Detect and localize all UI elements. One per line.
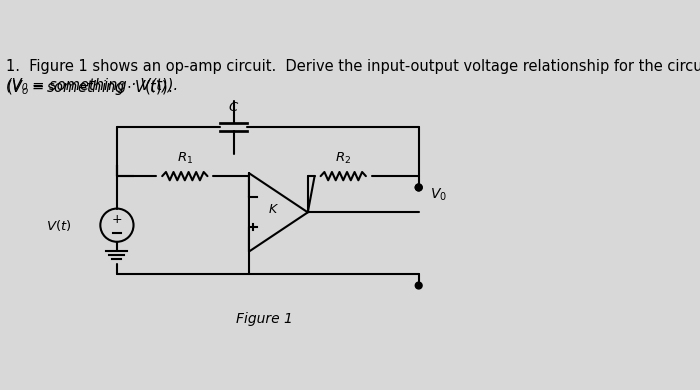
Circle shape	[415, 184, 422, 191]
Text: $R_2$: $R_2$	[335, 151, 351, 166]
Text: $R_1$: $R_1$	[176, 151, 193, 166]
Text: $V_0$: $V_0$	[430, 187, 447, 203]
Text: K: K	[268, 203, 277, 216]
Text: $(V_o = \mathit{something} \cdot V(t)).$: $(V_o = \mathit{something} \cdot V(t)).$	[6, 78, 172, 97]
Text: $C$: $C$	[228, 101, 239, 113]
Circle shape	[415, 282, 422, 289]
Text: 1.  Figure 1 shows an op-amp circuit.  Derive the input-output voltage relations: 1. Figure 1 shows an op-amp circuit. Der…	[6, 59, 700, 74]
Circle shape	[415, 184, 422, 191]
Text: $V(t)$: $V(t)$	[46, 218, 71, 233]
Text: Figure 1: Figure 1	[236, 312, 293, 326]
Text: (V₀ = something · V(t)).: (V₀ = something · V(t)).	[6, 78, 178, 93]
Text: +: +	[111, 213, 122, 226]
